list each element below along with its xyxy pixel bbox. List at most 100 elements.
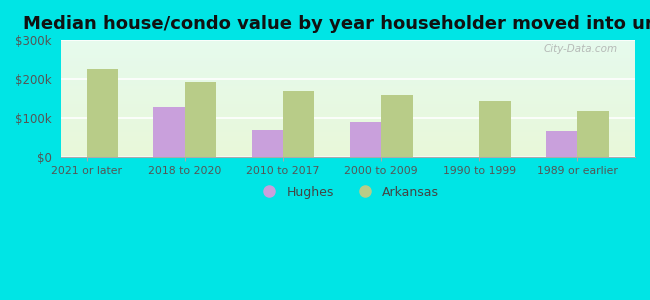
Bar (60, 78, 635, 79)
Bar (60, 48, 635, 49)
Bar (60, 134, 635, 135)
Bar (60, 154, 635, 155)
Bar (60, 110, 635, 111)
Bar (60, 86, 635, 87)
Bar (60, 96, 635, 97)
Bar (381, 95, 413, 157)
Bar (60, 54, 635, 55)
Bar (60, 107, 635, 108)
Bar (60, 43, 635, 44)
Bar (60, 99, 635, 100)
Bar (60, 156, 635, 157)
Bar (60, 63, 635, 64)
Bar (60, 125, 635, 126)
Bar (60, 62, 635, 63)
Bar (60, 112, 635, 113)
Bar (60, 135, 635, 136)
Bar (283, 91, 315, 157)
Bar (60, 80, 635, 81)
Bar (60, 104, 635, 105)
Bar (60, 111, 635, 112)
Bar (60, 84, 635, 85)
Text: City-Data.com: City-Data.com (543, 44, 618, 54)
Bar (60, 46, 635, 47)
Bar (60, 85, 635, 86)
Bar (60, 52, 635, 53)
Bar (60, 137, 635, 138)
Bar (60, 113, 635, 114)
Bar (60, 149, 635, 150)
Bar (60, 64, 635, 65)
Bar (60, 123, 635, 124)
Bar (60, 50, 635, 51)
Bar (60, 116, 635, 117)
Bar (60, 115, 635, 116)
Bar (60, 66, 635, 67)
Bar (60, 109, 635, 110)
Bar (60, 126, 635, 127)
Bar (60, 53, 635, 54)
Bar (60, 150, 635, 151)
Bar (60, 51, 635, 52)
Bar (60, 88, 635, 89)
Bar (60, 155, 635, 156)
Bar (60, 91, 635, 92)
Bar (60, 45, 635, 46)
Bar (60, 59, 635, 60)
Bar (60, 75, 635, 76)
Bar (60, 129, 635, 130)
Bar (60, 122, 635, 123)
Bar (60, 69, 635, 70)
Bar (60, 71, 635, 72)
Bar (60, 60, 635, 61)
Bar (60, 89, 635, 90)
Bar (60, 49, 635, 50)
Bar (60, 61, 635, 62)
Bar (60, 139, 635, 140)
Bar (60, 101, 635, 102)
Bar (60, 55, 635, 56)
Bar (86, 69, 118, 157)
Bar (60, 153, 635, 154)
Bar (60, 57, 635, 58)
Bar (546, 131, 577, 157)
Bar (60, 108, 635, 109)
Bar (60, 90, 635, 91)
Bar (60, 97, 635, 98)
Bar (60, 58, 635, 59)
Bar (60, 124, 635, 125)
Legend: Hughes, Arkansas: Hughes, Arkansas (252, 181, 445, 204)
Bar (60, 103, 635, 104)
Bar (60, 65, 635, 66)
Bar (60, 136, 635, 137)
Bar (60, 94, 635, 95)
Bar (60, 119, 635, 120)
Bar (60, 87, 635, 88)
Bar (60, 70, 635, 71)
Bar (60, 106, 635, 107)
Bar (60, 132, 635, 133)
Bar (60, 98, 635, 99)
Bar (60, 81, 635, 82)
Bar (60, 93, 635, 94)
Bar (60, 100, 635, 101)
Bar (60, 74, 635, 75)
Bar (60, 82, 635, 83)
Bar (60, 95, 635, 96)
Bar (60, 102, 635, 103)
Bar (60, 105, 635, 106)
Bar (60, 146, 635, 147)
Bar (60, 117, 635, 118)
Bar (60, 143, 635, 144)
Bar (60, 114, 635, 115)
Bar (60, 40, 635, 41)
Bar (60, 120, 635, 121)
Bar (60, 151, 635, 152)
Bar (60, 118, 635, 119)
Title: Median house/condo value by year householder moved into unit: Median house/condo value by year househo… (23, 15, 650, 33)
Bar (60, 142, 635, 143)
Bar (60, 147, 635, 148)
Bar (60, 138, 635, 139)
Bar (60, 41, 635, 42)
Bar (479, 101, 511, 157)
